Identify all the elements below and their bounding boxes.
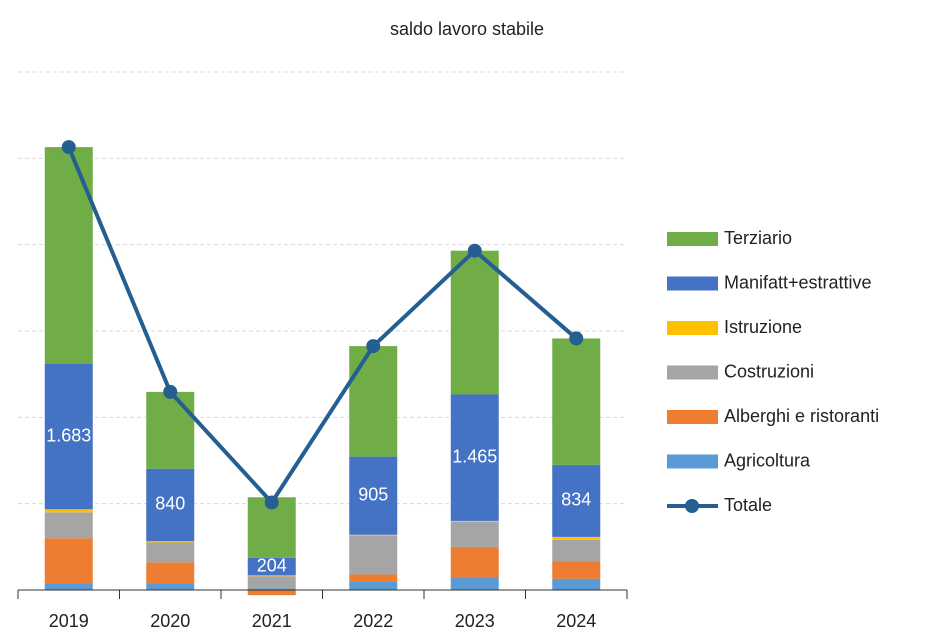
bar-segment — [146, 542, 195, 563]
x-tick-label: 2023 — [455, 611, 495, 631]
bar-segment — [247, 588, 296, 590]
x-tick-label: 2020 — [150, 611, 190, 631]
data-label: 1.465 — [452, 446, 497, 466]
bar-segment — [146, 391, 195, 469]
bar-segment — [349, 346, 398, 457]
bar-segment — [247, 590, 296, 596]
bar-segment — [146, 541, 195, 543]
legend-label: Costruzioni — [724, 361, 814, 381]
bar-segment — [552, 561, 601, 579]
legend-swatch — [667, 232, 718, 246]
legend-label: Manifatt+estrattive — [724, 272, 872, 292]
bar-segment — [44, 509, 93, 513]
bar-segment — [247, 576, 296, 589]
bar-segment — [146, 468, 195, 542]
bar-segment — [552, 578, 601, 590]
legend-label: Totale — [724, 495, 772, 515]
line-point — [61, 140, 76, 155]
x-tick-label: 2022 — [353, 611, 393, 631]
line-point — [467, 243, 482, 258]
bar-segment — [552, 338, 601, 465]
legend-swatch — [667, 321, 718, 335]
line-point — [264, 495, 279, 510]
legend-label: Agricoltura — [724, 450, 811, 470]
chart-title: saldo lavoro stabile — [390, 19, 544, 39]
bar-segment — [450, 546, 499, 578]
bar-segment — [44, 538, 93, 584]
line-point — [163, 384, 178, 399]
bar-segment — [349, 574, 398, 582]
bar-segment — [44, 512, 93, 539]
legend-swatch — [667, 410, 718, 424]
x-tick-label: 2019 — [49, 611, 89, 631]
data-label: 834 — [561, 490, 591, 510]
bar-segment — [349, 456, 398, 535]
bar-segment — [247, 557, 296, 576]
bar-segment — [450, 250, 499, 395]
data-label: 840 — [155, 494, 185, 514]
bar-segment — [450, 521, 499, 547]
bar-segment — [44, 363, 93, 510]
data-label: 1.683 — [46, 425, 91, 445]
legend-label: Istruzione — [724, 317, 802, 337]
line-point — [569, 331, 584, 346]
bar-segment — [450, 577, 499, 590]
bar-segment — [146, 562, 195, 584]
bar-segment — [450, 520, 499, 522]
x-tick-label: 2024 — [556, 611, 596, 631]
legend-label: Terziario — [724, 228, 792, 248]
legend-swatch — [667, 276, 718, 291]
bar-segment — [552, 539, 601, 562]
legend-swatch — [667, 454, 718, 469]
bar-segment — [349, 581, 398, 590]
line-series — [66, 146, 578, 506]
bar-segment — [44, 147, 93, 364]
bar-segment — [349, 535, 398, 575]
line-point — [366, 339, 381, 354]
bar-segment — [552, 464, 601, 537]
bar-segment — [450, 394, 499, 521]
bar-segment — [44, 583, 93, 590]
bar-segment — [349, 534, 398, 536]
bar-segment — [247, 575, 296, 577]
legend-label: Alberghi e ristoranti — [724, 406, 879, 426]
bar-segment — [146, 583, 195, 590]
data-label: 204 — [257, 555, 287, 575]
legend-swatch — [685, 499, 699, 513]
legend-swatch — [667, 365, 718, 380]
x-tick-label: 2021 — [252, 611, 292, 631]
bar-segment — [552, 536, 601, 540]
data-label: 905 — [358, 484, 388, 504]
